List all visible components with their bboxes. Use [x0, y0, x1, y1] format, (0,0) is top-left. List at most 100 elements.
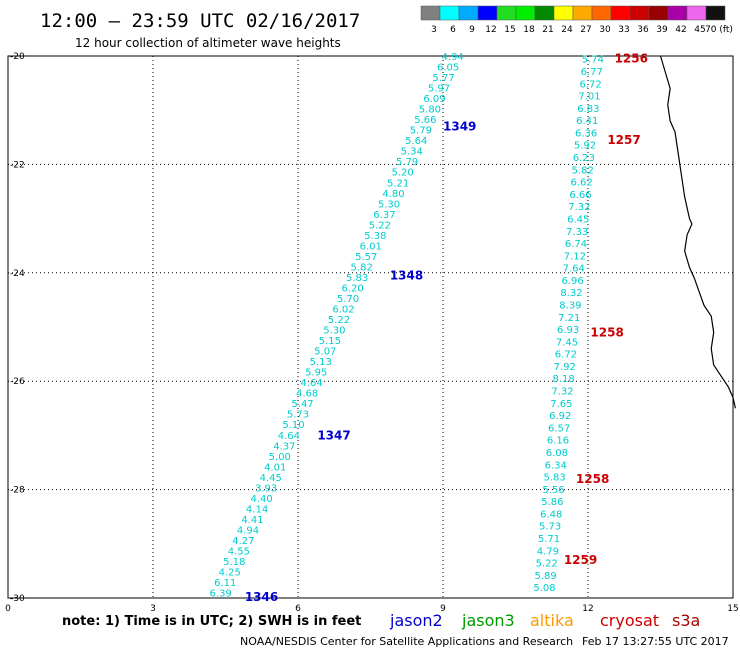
swh-value: 5.82	[351, 262, 373, 273]
pass-label: 1346	[245, 590, 278, 604]
swh-value: 6.48	[540, 509, 562, 520]
swh-value: 5.70	[337, 294, 359, 305]
color-swatch	[553, 5, 574, 21]
swh-value: 5.89	[534, 571, 556, 582]
lat-lon-grid	[8, 56, 733, 598]
color-swatch	[705, 5, 726, 21]
x-tick-label: 0	[5, 604, 11, 614]
swh-value: 6.05	[437, 63, 459, 74]
swh-value: 7.01	[578, 92, 600, 103]
swh-value: 4.27	[232, 536, 254, 547]
swh-value: 7.33	[566, 227, 588, 238]
swh-value: 5.47	[291, 399, 313, 410]
color-scale-label: 30	[599, 25, 611, 35]
color-scale-label: 70 (ft)	[705, 25, 733, 35]
footer-timestamp: Feb 17 13:27:55 UTC 2017	[582, 635, 729, 648]
swh-value: 6.09	[423, 94, 445, 105]
satellite-legend-item: jason3	[461, 611, 515, 630]
color-swatch	[439, 5, 460, 21]
swh-value: 4.01	[264, 462, 286, 473]
color-swatch	[477, 5, 498, 21]
swh-value: 4.64	[301, 378, 323, 389]
swh-value: 6.83	[577, 104, 599, 115]
color-swatch	[496, 5, 517, 21]
swh-value: 7.65	[550, 399, 572, 410]
swh-value: 5.80	[419, 105, 441, 116]
swh-value: 7.12	[564, 251, 586, 262]
color-swatch	[458, 5, 479, 21]
swh-value: 6.66	[569, 190, 591, 201]
satellite-legend-item: altika	[530, 611, 574, 630]
swh-value: 5.08	[533, 583, 555, 594]
swh-value: 5.30	[378, 199, 400, 210]
swh-value: 5.82	[572, 165, 594, 176]
axis-ticks: 0 3 6 9 12 15 -20 -22 -24 -26 -28 -30	[5, 52, 739, 614]
x-tick-label: 3	[150, 604, 156, 614]
swh-value: 3.93	[255, 483, 277, 494]
swh-value: 5.79	[410, 126, 432, 137]
satellite-legend: jason2 jason3 altika cryosat s3a	[389, 611, 700, 630]
color-scale-label: 42	[675, 25, 686, 35]
swh-value: 4.94	[237, 525, 259, 536]
swh-value: 6.39	[210, 589, 232, 600]
swh-value: 5.38	[364, 231, 386, 242]
pass-label: 1349	[443, 119, 476, 133]
pass-label: 1348	[390, 269, 423, 283]
swh-value: 7.32	[551, 387, 573, 398]
swh-value: 5.66	[414, 115, 436, 126]
color-swatch	[515, 5, 536, 21]
swh-value: 8.39	[559, 301, 581, 312]
y-tick-label: -28	[10, 486, 25, 496]
swh-value: 6.11	[214, 578, 236, 589]
note-text: note: 1) Time is in UTC; 2) SWH is in fe…	[62, 614, 361, 629]
color-swatch	[534, 5, 555, 21]
swh-value: 6.72	[555, 350, 577, 361]
swh-value: 5.00	[269, 452, 291, 463]
y-tick-label: -20	[10, 52, 25, 62]
color-scale-label: 9	[469, 25, 475, 35]
swh-value: 4.64	[278, 431, 300, 442]
color-scale-label: 15	[504, 25, 515, 35]
swh-value: 5.56	[542, 485, 564, 496]
swh-value: 5.13	[310, 357, 332, 368]
color-scale-label: 21	[542, 25, 553, 35]
swh-value: 6.16	[547, 436, 569, 447]
swh-value: 5.95	[305, 368, 327, 379]
swh-value: 5.73	[539, 522, 561, 533]
swh-value: 5.86	[541, 497, 563, 508]
swh-value: 7.21	[558, 313, 580, 324]
swh-value: 5.22	[328, 315, 350, 326]
color-scale-label: 27	[580, 25, 591, 35]
y-tick-label: -24	[10, 269, 25, 279]
satellite-legend-item: jason2	[389, 611, 443, 630]
swh-value: 5.83	[346, 273, 368, 284]
swh-value: 5.30	[323, 326, 345, 337]
swh-value: 4.55	[228, 546, 250, 557]
cryosat-track: 5.746.776.727.016.836.416.365.926.235.82…	[533, 52, 648, 594]
swh-value: 4.40	[250, 494, 272, 505]
coastline-path	[659, 55, 737, 409]
swh-value: 6.34	[545, 460, 567, 471]
swh-value: 6.23	[573, 153, 595, 164]
swh-value: 5.15	[319, 336, 341, 347]
color-scale-label: 33	[618, 25, 629, 35]
swh-value: 6.08	[546, 448, 568, 459]
y-tick-label: -26	[10, 377, 25, 387]
swh-value: 6.92	[549, 411, 571, 422]
swh-value: 4.68	[296, 389, 318, 400]
color-scale-label: 36	[637, 25, 649, 35]
swh-value: 6.96	[561, 276, 583, 287]
color-scale-label: 24	[561, 25, 573, 35]
color-scale-label: 39	[656, 25, 668, 35]
color-swatch	[629, 5, 650, 21]
color-scale-label: 6	[450, 25, 456, 35]
y-tick-label: -30	[10, 594, 25, 604]
swh-value: 4.25	[219, 568, 241, 579]
y-tick-label: -22	[10, 160, 25, 170]
color-scale-label: 18	[523, 25, 535, 35]
pass-label: 1259	[564, 553, 597, 567]
x-tick-label: 9	[440, 604, 446, 614]
swh-value: 4.37	[273, 441, 295, 452]
map-title: 12:00 – 23:59 UTC 02/16/2017	[40, 10, 360, 32]
